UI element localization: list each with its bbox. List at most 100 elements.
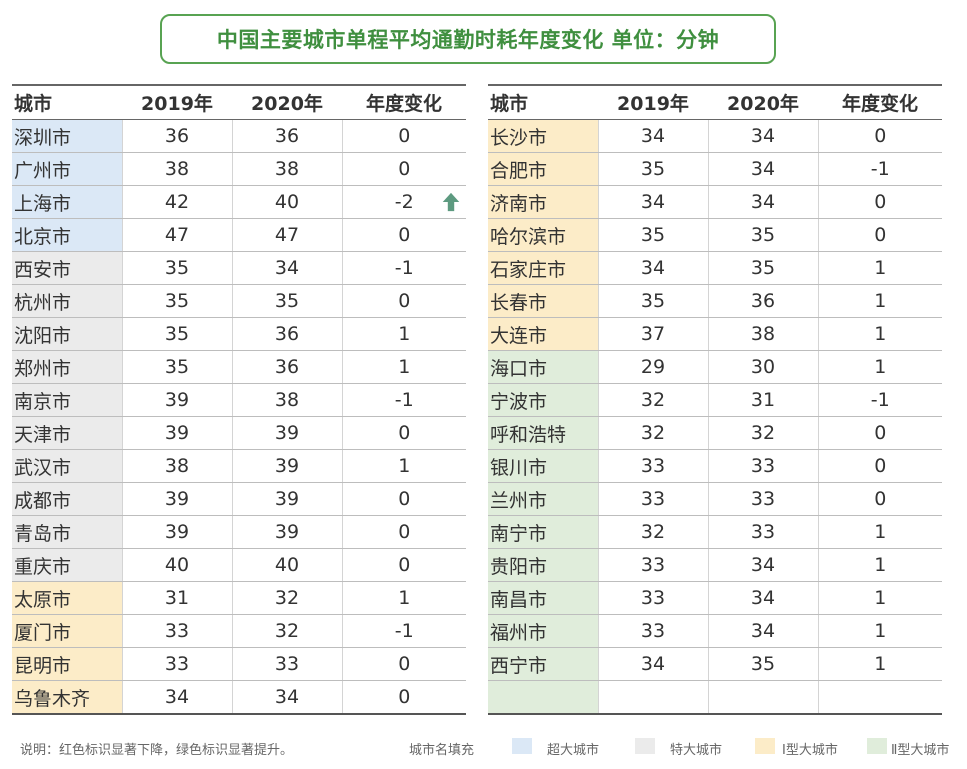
change-text: -1 bbox=[870, 158, 890, 180]
city-text: 西宁市 bbox=[490, 654, 548, 677]
value-2019-cell: 35 bbox=[121, 350, 232, 384]
change-cell: 0 bbox=[341, 284, 466, 318]
city-cell: 贵阳市 bbox=[488, 548, 598, 582]
value-2020-text: 38 bbox=[750, 323, 776, 345]
city-cell: 合肥市 bbox=[488, 152, 598, 186]
value-2020-text: 34 bbox=[750, 158, 776, 180]
value-2019-text: 35 bbox=[640, 158, 666, 180]
change-text: 1 bbox=[398, 587, 411, 609]
value-2019-cell: 42 bbox=[121, 185, 232, 219]
city-cell: 海口市 bbox=[488, 350, 598, 384]
table-row: 广州市 38 38 0 bbox=[12, 152, 466, 186]
value-2020-text: 34 bbox=[274, 257, 300, 279]
table-row: 北京市 47 47 0 bbox=[12, 218, 466, 252]
value-2020-cell: 34 bbox=[707, 119, 818, 153]
city-text: 北京市 bbox=[14, 225, 72, 248]
change-text: -1 bbox=[394, 389, 414, 411]
header-city: 城市 bbox=[488, 84, 598, 120]
city-cell: 青岛市 bbox=[12, 515, 122, 549]
city-cell: 南宁市 bbox=[488, 515, 598, 549]
city-text: 银川市 bbox=[490, 456, 548, 479]
city-text: 呼和浩特 bbox=[490, 423, 567, 446]
header-city: 城市 bbox=[12, 84, 122, 120]
value-2019-text: 31 bbox=[164, 587, 190, 609]
value-2019-text: 36 bbox=[164, 125, 190, 147]
legend-swatch-mega bbox=[635, 738, 655, 754]
table-row: 南京市 39 38 -1 bbox=[12, 383, 466, 417]
value-2020-text: 40 bbox=[274, 554, 300, 576]
value-2020-text: 36 bbox=[274, 356, 300, 378]
legend-label-super: 超大城市 bbox=[547, 743, 600, 758]
change-text: 0 bbox=[874, 224, 887, 246]
city-cell: 哈尔滨市 bbox=[488, 218, 598, 252]
table-row: 乌鲁木齐 34 34 0 bbox=[12, 680, 466, 715]
city-text: 广州市 bbox=[14, 159, 72, 182]
table-row: 成都市 39 39 0 bbox=[12, 482, 466, 516]
city-text: 郑州市 bbox=[14, 357, 72, 380]
change-text: -2 bbox=[394, 191, 414, 213]
change-cell: 1 bbox=[817, 581, 942, 615]
value-2020-text: 31 bbox=[750, 389, 776, 411]
value-2019-cell: 34 bbox=[597, 647, 708, 681]
change-text: 0 bbox=[874, 455, 887, 477]
value-2019-cell: 32 bbox=[597, 383, 708, 417]
table-row: 太原市 31 32 1 bbox=[12, 581, 466, 615]
change-text: -1 bbox=[870, 389, 890, 411]
value-2019-cell: 39 bbox=[121, 416, 232, 450]
city-text: 沈阳市 bbox=[14, 324, 72, 347]
value-2020-cell: 47 bbox=[231, 218, 342, 252]
value-2019-text: 32 bbox=[640, 422, 666, 444]
value-2020-text: 33 bbox=[274, 653, 300, 675]
value-2019-text: 35 bbox=[164, 257, 190, 279]
city-cell: 郑州市 bbox=[12, 350, 122, 384]
change-text: 0 bbox=[398, 686, 411, 708]
value-2020-cell: 34 bbox=[707, 185, 818, 219]
value-2020-cell: 35 bbox=[707, 647, 818, 681]
header-2020: 2020年 bbox=[232, 84, 342, 120]
value-2019-text: 34 bbox=[640, 257, 666, 279]
change-cell: 0 bbox=[341, 548, 466, 582]
value-2020-text: 32 bbox=[750, 422, 776, 444]
city-text: 厦门市 bbox=[14, 621, 72, 644]
city-cell: 成都市 bbox=[12, 482, 122, 516]
change-text: 0 bbox=[398, 125, 411, 147]
value-2019-cell: 32 bbox=[597, 416, 708, 450]
value-2019-text: 42 bbox=[164, 191, 190, 213]
value-2020-text: 32 bbox=[274, 587, 300, 609]
city-cell: 南京市 bbox=[12, 383, 122, 417]
value-2020-cell: 38 bbox=[231, 383, 342, 417]
arrow-up-icon bbox=[442, 192, 460, 212]
city-text: 上海市 bbox=[14, 192, 72, 215]
city-cell: 西宁市 bbox=[488, 647, 598, 681]
city-text: 长沙市 bbox=[490, 126, 548, 149]
city-cell: 长春市 bbox=[488, 284, 598, 318]
value-2019-cell: 47 bbox=[121, 218, 232, 252]
change-cell: 0 bbox=[341, 218, 466, 252]
value-2019-cell: 33 bbox=[597, 449, 708, 483]
value-2020-text: 47 bbox=[274, 224, 300, 246]
value-2020-cell: 39 bbox=[231, 416, 342, 450]
value-2020-text: 33 bbox=[750, 521, 776, 543]
header-change: 年度变化 bbox=[342, 84, 466, 120]
change-cell: 0 bbox=[341, 152, 466, 186]
value-2019-text: 40 bbox=[164, 554, 190, 576]
legend-label-mega: 特大城市 bbox=[670, 743, 723, 758]
change-text: 1 bbox=[398, 356, 411, 378]
change-cell: 0 bbox=[341, 416, 466, 450]
value-2019-cell: 35 bbox=[121, 317, 232, 351]
value-2020-cell: 34 bbox=[231, 251, 342, 285]
value-2020-text: 39 bbox=[274, 488, 300, 510]
city-text: 海口市 bbox=[490, 357, 548, 380]
header-2019: 2019年 bbox=[598, 84, 708, 120]
table-row: 厦门市 33 32 -1 bbox=[12, 614, 466, 648]
change-cell: 1 bbox=[341, 317, 466, 351]
city-cell: 长沙市 bbox=[488, 119, 598, 153]
value-2020-text: 36 bbox=[750, 290, 776, 312]
change-cell: 0 bbox=[817, 449, 942, 483]
change-text: 0 bbox=[398, 488, 411, 510]
change-cell: 1 bbox=[817, 317, 942, 351]
legend-swatch-large1 bbox=[755, 738, 775, 754]
value-2020-cell: 38 bbox=[231, 152, 342, 186]
change-cell: 0 bbox=[817, 416, 942, 450]
value-2019-cell: 35 bbox=[121, 251, 232, 285]
